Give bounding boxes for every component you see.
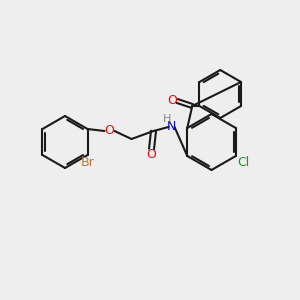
Text: O: O	[105, 124, 115, 137]
Text: O: O	[167, 94, 177, 107]
Text: Br: Br	[81, 157, 94, 169]
Text: Cl: Cl	[238, 155, 250, 169]
Text: N: N	[167, 121, 176, 134]
Text: H: H	[163, 114, 172, 124]
Text: O: O	[147, 148, 157, 161]
